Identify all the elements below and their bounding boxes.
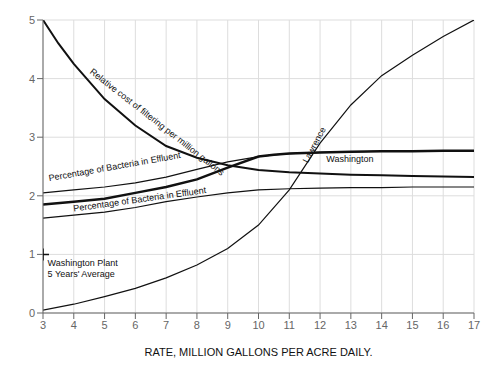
svg-text:8: 8 — [194, 319, 200, 331]
svg-text:4: 4 — [71, 319, 77, 331]
svg-text:0: 0 — [29, 307, 35, 319]
svg-text:7: 7 — [163, 319, 169, 331]
svg-text:4: 4 — [29, 73, 35, 85]
svg-text:15: 15 — [406, 319, 418, 331]
svg-text:3: 3 — [40, 319, 46, 331]
svg-text:16: 16 — [437, 319, 449, 331]
svg-text:17: 17 — [468, 319, 480, 331]
svg-text:9: 9 — [225, 319, 231, 331]
svg-text:10: 10 — [252, 319, 264, 331]
svg-text:Percentage of Bacteria in Effl: Percentage of Bacteria in Effluent — [48, 150, 182, 183]
svg-text:Relative cost of filtering per: Relative cost of filtering per million g… — [87, 66, 227, 178]
svg-text:1: 1 — [29, 248, 35, 260]
svg-text:Percentage of Bacteria in Effl: Percentage of Bacteria in Effluent — [73, 185, 208, 214]
svg-text:5: 5 — [29, 14, 35, 26]
svg-text:5: 5 — [102, 319, 108, 331]
svg-text:11: 11 — [284, 319, 295, 331]
svg-text:14: 14 — [376, 319, 388, 331]
svg-text:6: 6 — [132, 319, 138, 331]
svg-text:3: 3 — [29, 131, 35, 143]
svg-text:13: 13 — [345, 319, 357, 331]
svg-text:Washington Plant5 Years' Avera: Washington Plant5 Years' Average — [48, 259, 119, 280]
svg-text:RATE, MILLION GALLONS PER ACRE: RATE, MILLION GALLONS PER ACRE DAILY. — [144, 346, 372, 358]
svg-text:Washington: Washington — [326, 154, 373, 164]
svg-text:2: 2 — [29, 190, 35, 202]
svg-text:12: 12 — [314, 319, 326, 331]
svg-text:Lawrence: Lawrence — [301, 125, 328, 164]
